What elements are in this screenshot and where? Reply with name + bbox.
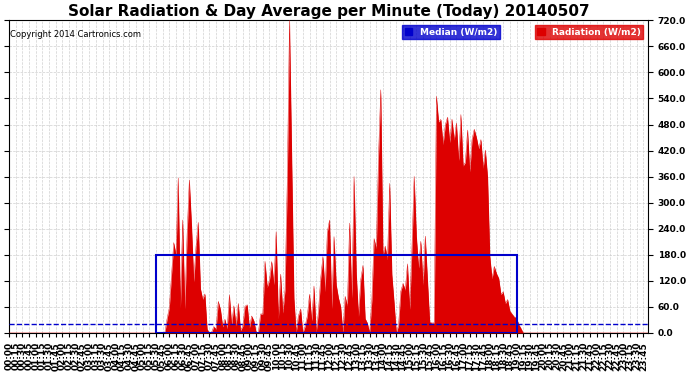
Text: Copyright 2014 Cartronics.com: Copyright 2014 Cartronics.com <box>10 30 141 39</box>
Title: Solar Radiation & Day Average per Minute (Today) 20140507: Solar Radiation & Day Average per Minute… <box>68 4 589 19</box>
Legend: Radiation (W/m2): Radiation (W/m2) <box>535 25 643 39</box>
Bar <box>156 255 517 333</box>
